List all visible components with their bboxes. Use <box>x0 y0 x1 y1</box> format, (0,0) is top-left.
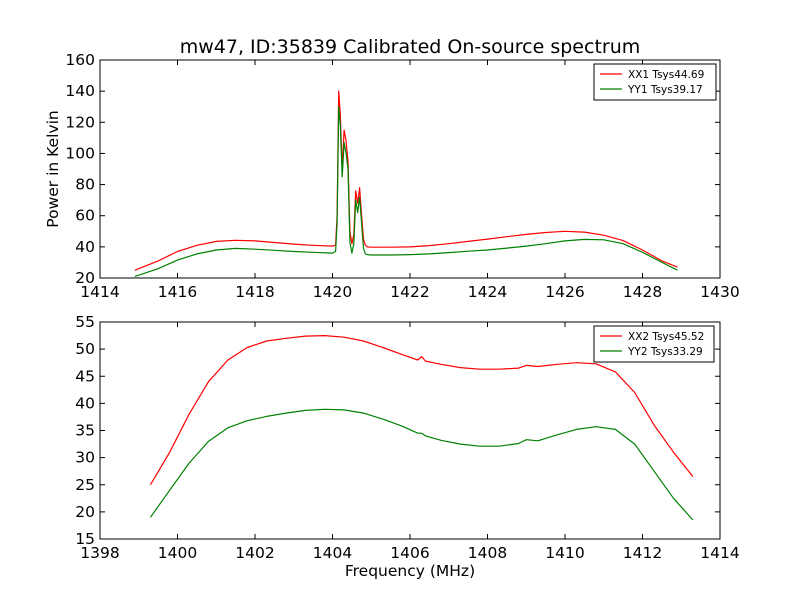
legend-entry: YY1 Tsys39.17 <box>627 84 703 96</box>
y-tick-label: 140 <box>65 82 95 100</box>
legend: XX1 Tsys44.69 YY1 Tsys39.17 <box>593 63 717 101</box>
x-tick-label: 1428 <box>623 283 662 301</box>
y-tick-label: 30 <box>75 449 95 467</box>
x-tick-label: 1398 <box>80 544 119 562</box>
x-tick-label: 1404 <box>313 544 352 562</box>
y-tick-label: 55 <box>75 313 95 331</box>
x-tick-label: 1424 <box>468 283 507 301</box>
legend-entry: XX2 Tsys45.52 <box>628 331 704 343</box>
x-tick-label: 1408 <box>468 544 507 562</box>
x-tick-label: 1422 <box>390 283 429 301</box>
x-axis-label: Frequency (MHz) <box>345 562 475 580</box>
y-tick-label: 25 <box>75 476 95 494</box>
legend-entry: YY2 Tsys33.29 <box>627 346 703 358</box>
x-tick-label: 1406 <box>390 544 429 562</box>
series-line-2 <box>149 408 694 521</box>
series-line-1 <box>149 335 694 486</box>
y-tick-label: 40 <box>75 238 95 256</box>
x-tick-label: 1402 <box>235 544 274 562</box>
y-tick-label: 50 <box>75 340 95 358</box>
x-tick-label: 1416 <box>158 283 197 301</box>
y-axis-label: Power in Kelvin <box>44 110 62 227</box>
chart-title: mw47, ID:35839 Calibrated On-source spec… <box>180 36 641 58</box>
x-tick-label: 1430 <box>700 283 739 301</box>
top-panel: 1414 1416 1418 1420 1422 1424 1426 1428 1430 20 40… <box>65 51 739 301</box>
y-tick-label: 45 <box>75 367 95 385</box>
y-tick-label: 20 <box>75 503 95 521</box>
y-tick-label: 80 <box>75 176 95 194</box>
y-tick-label: 35 <box>75 422 95 440</box>
x-tick-label: 1420 <box>313 283 352 301</box>
legend-box <box>593 325 715 363</box>
legend: XX2 Tsys45.52 YY2 Tsys33.29 <box>593 325 715 363</box>
legend-entry: XX1 Tsys44.69 <box>628 69 704 81</box>
x-tick-label: 1410 <box>545 544 584 562</box>
x-tick-label: 1414 <box>80 283 119 301</box>
x-tick-label: 1426 <box>545 283 584 301</box>
x-tick-label: 1400 <box>158 544 197 562</box>
y-tick-label: 100 <box>65 144 95 162</box>
y-tick-label: 40 <box>75 394 95 412</box>
y-tick-label: 160 <box>65 51 95 69</box>
y-tick-label: 120 <box>65 113 95 131</box>
series-line-1 <box>134 90 678 271</box>
x-tick-label: 1412 <box>623 544 662 562</box>
bottom-panel: 1398 1400 1402 1404 1406 1408 1410 1412 1414 15 20… <box>75 313 739 562</box>
x-tick-label: 1418 <box>235 283 274 301</box>
y-tick-label: 60 <box>75 207 95 225</box>
y-tick-label: 20 <box>75 269 95 287</box>
y-tick-label: 15 <box>75 530 95 548</box>
series-line-2 <box>134 106 678 277</box>
legend-box <box>593 63 717 101</box>
x-tick-label: 1414 <box>700 544 739 562</box>
